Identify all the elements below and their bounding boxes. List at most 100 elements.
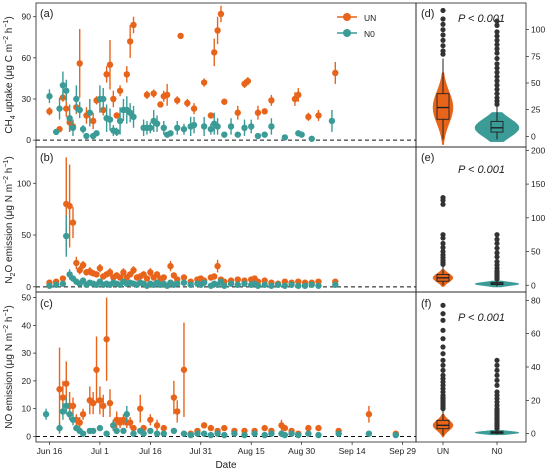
point-n0 <box>227 123 235 130</box>
point-un <box>126 38 134 45</box>
point-n0 <box>160 430 167 437</box>
point-n0 <box>123 411 130 418</box>
x-tick-label: Jul 1 <box>91 446 109 456</box>
point-un <box>63 105 70 112</box>
point-n0 <box>180 125 188 133</box>
y-tick-label-right: 20 <box>531 395 541 405</box>
point-un <box>106 269 114 276</box>
point-un <box>59 275 67 282</box>
point-n0 <box>79 430 87 437</box>
point-un <box>120 269 127 276</box>
outlier-un <box>440 362 446 368</box>
point-un <box>89 117 97 125</box>
point-n0 <box>56 105 63 112</box>
ylabel-c-mid2: h <box>4 317 15 325</box>
ylabel-b-pre: N <box>4 276 15 283</box>
outlier-un <box>440 43 446 49</box>
point-n0 <box>308 135 315 142</box>
point-un <box>143 275 151 282</box>
x-tick-label: Aug 30 <box>288 446 315 456</box>
point-n0 <box>335 430 342 437</box>
point-n0 <box>268 430 275 437</box>
point-un <box>110 95 117 103</box>
point-n0 <box>200 430 208 437</box>
point-un <box>103 336 110 343</box>
point-n0 <box>200 123 208 130</box>
point-un <box>295 91 302 99</box>
y-tick-label-right: 25 <box>531 105 541 115</box>
point-n0 <box>241 124 248 131</box>
outlier-un <box>440 351 446 357</box>
outlier-un <box>440 16 446 22</box>
point-un <box>89 399 97 407</box>
point-n0 <box>73 95 80 103</box>
point-n0 <box>301 282 309 289</box>
x-tick-label-group: N0 <box>492 446 503 456</box>
y-tick-label: 90 <box>22 12 32 22</box>
x-axis-title: Date <box>215 460 237 471</box>
ylabel-c-sup2: −1 <box>3 309 10 317</box>
point-n0 <box>254 132 262 140</box>
point-un <box>214 27 221 34</box>
point-n0 <box>207 431 215 439</box>
point-n0 <box>103 430 110 437</box>
outlier-n0 <box>494 389 500 395</box>
outlier-un <box>440 367 446 373</box>
point-n0 <box>174 280 181 287</box>
outlier-n0 <box>494 86 500 92</box>
x-tick-label: Jul 31 <box>189 446 212 456</box>
point-n0 <box>42 411 50 418</box>
point-un <box>76 267 83 274</box>
point-n0 <box>392 431 400 439</box>
point-n0 <box>298 131 305 138</box>
y-tick-label: 0 <box>26 431 31 441</box>
point-un <box>200 422 208 429</box>
point-un <box>315 112 322 119</box>
point-un <box>143 91 151 99</box>
box-n0 <box>490 120 504 133</box>
outlier-n0 <box>494 250 500 256</box>
point-un <box>207 112 215 119</box>
outlier-n0 <box>494 69 500 75</box>
point-un <box>157 101 164 108</box>
point-n0 <box>234 131 241 138</box>
outlier-un <box>440 201 446 207</box>
legend-n0-marker <box>343 29 351 37</box>
legend: UN N0 <box>337 13 376 39</box>
point-un <box>76 419 83 426</box>
outlier-n0 <box>494 65 500 71</box>
outlier-n0 <box>494 259 500 265</box>
point-n0 <box>308 281 315 288</box>
point-un <box>69 402 77 410</box>
outlier-n0 <box>494 367 500 373</box>
outlier-un <box>440 344 446 350</box>
outlier-n0 <box>494 50 500 56</box>
y-tick-label: 0 <box>26 282 31 292</box>
point-n0 <box>52 281 60 288</box>
point-n0 <box>288 281 295 288</box>
point-n0 <box>281 282 289 289</box>
point-n0 <box>241 431 248 439</box>
point-n0 <box>180 279 188 286</box>
point-n0 <box>190 121 198 129</box>
legend-un-label: UN <box>364 13 376 23</box>
x-tick-label: Aug 15 <box>238 446 265 456</box>
point-n0 <box>120 427 127 435</box>
point-n0 <box>315 282 322 289</box>
point-un <box>200 79 208 86</box>
point-un <box>211 49 218 56</box>
point-un <box>59 394 67 401</box>
point-un <box>76 60 83 67</box>
point-un <box>170 394 178 401</box>
point-un <box>261 424 268 432</box>
point-n0 <box>305 430 312 437</box>
point-un <box>211 273 218 280</box>
legend-n0-label: N0 <box>364 29 375 39</box>
box-un <box>436 93 450 120</box>
ylabel-b-mid2: h <box>4 168 15 176</box>
outlier-n0 <box>494 232 500 238</box>
point-n0 <box>194 430 201 437</box>
point-n0 <box>63 87 70 94</box>
point-n0 <box>79 125 87 133</box>
